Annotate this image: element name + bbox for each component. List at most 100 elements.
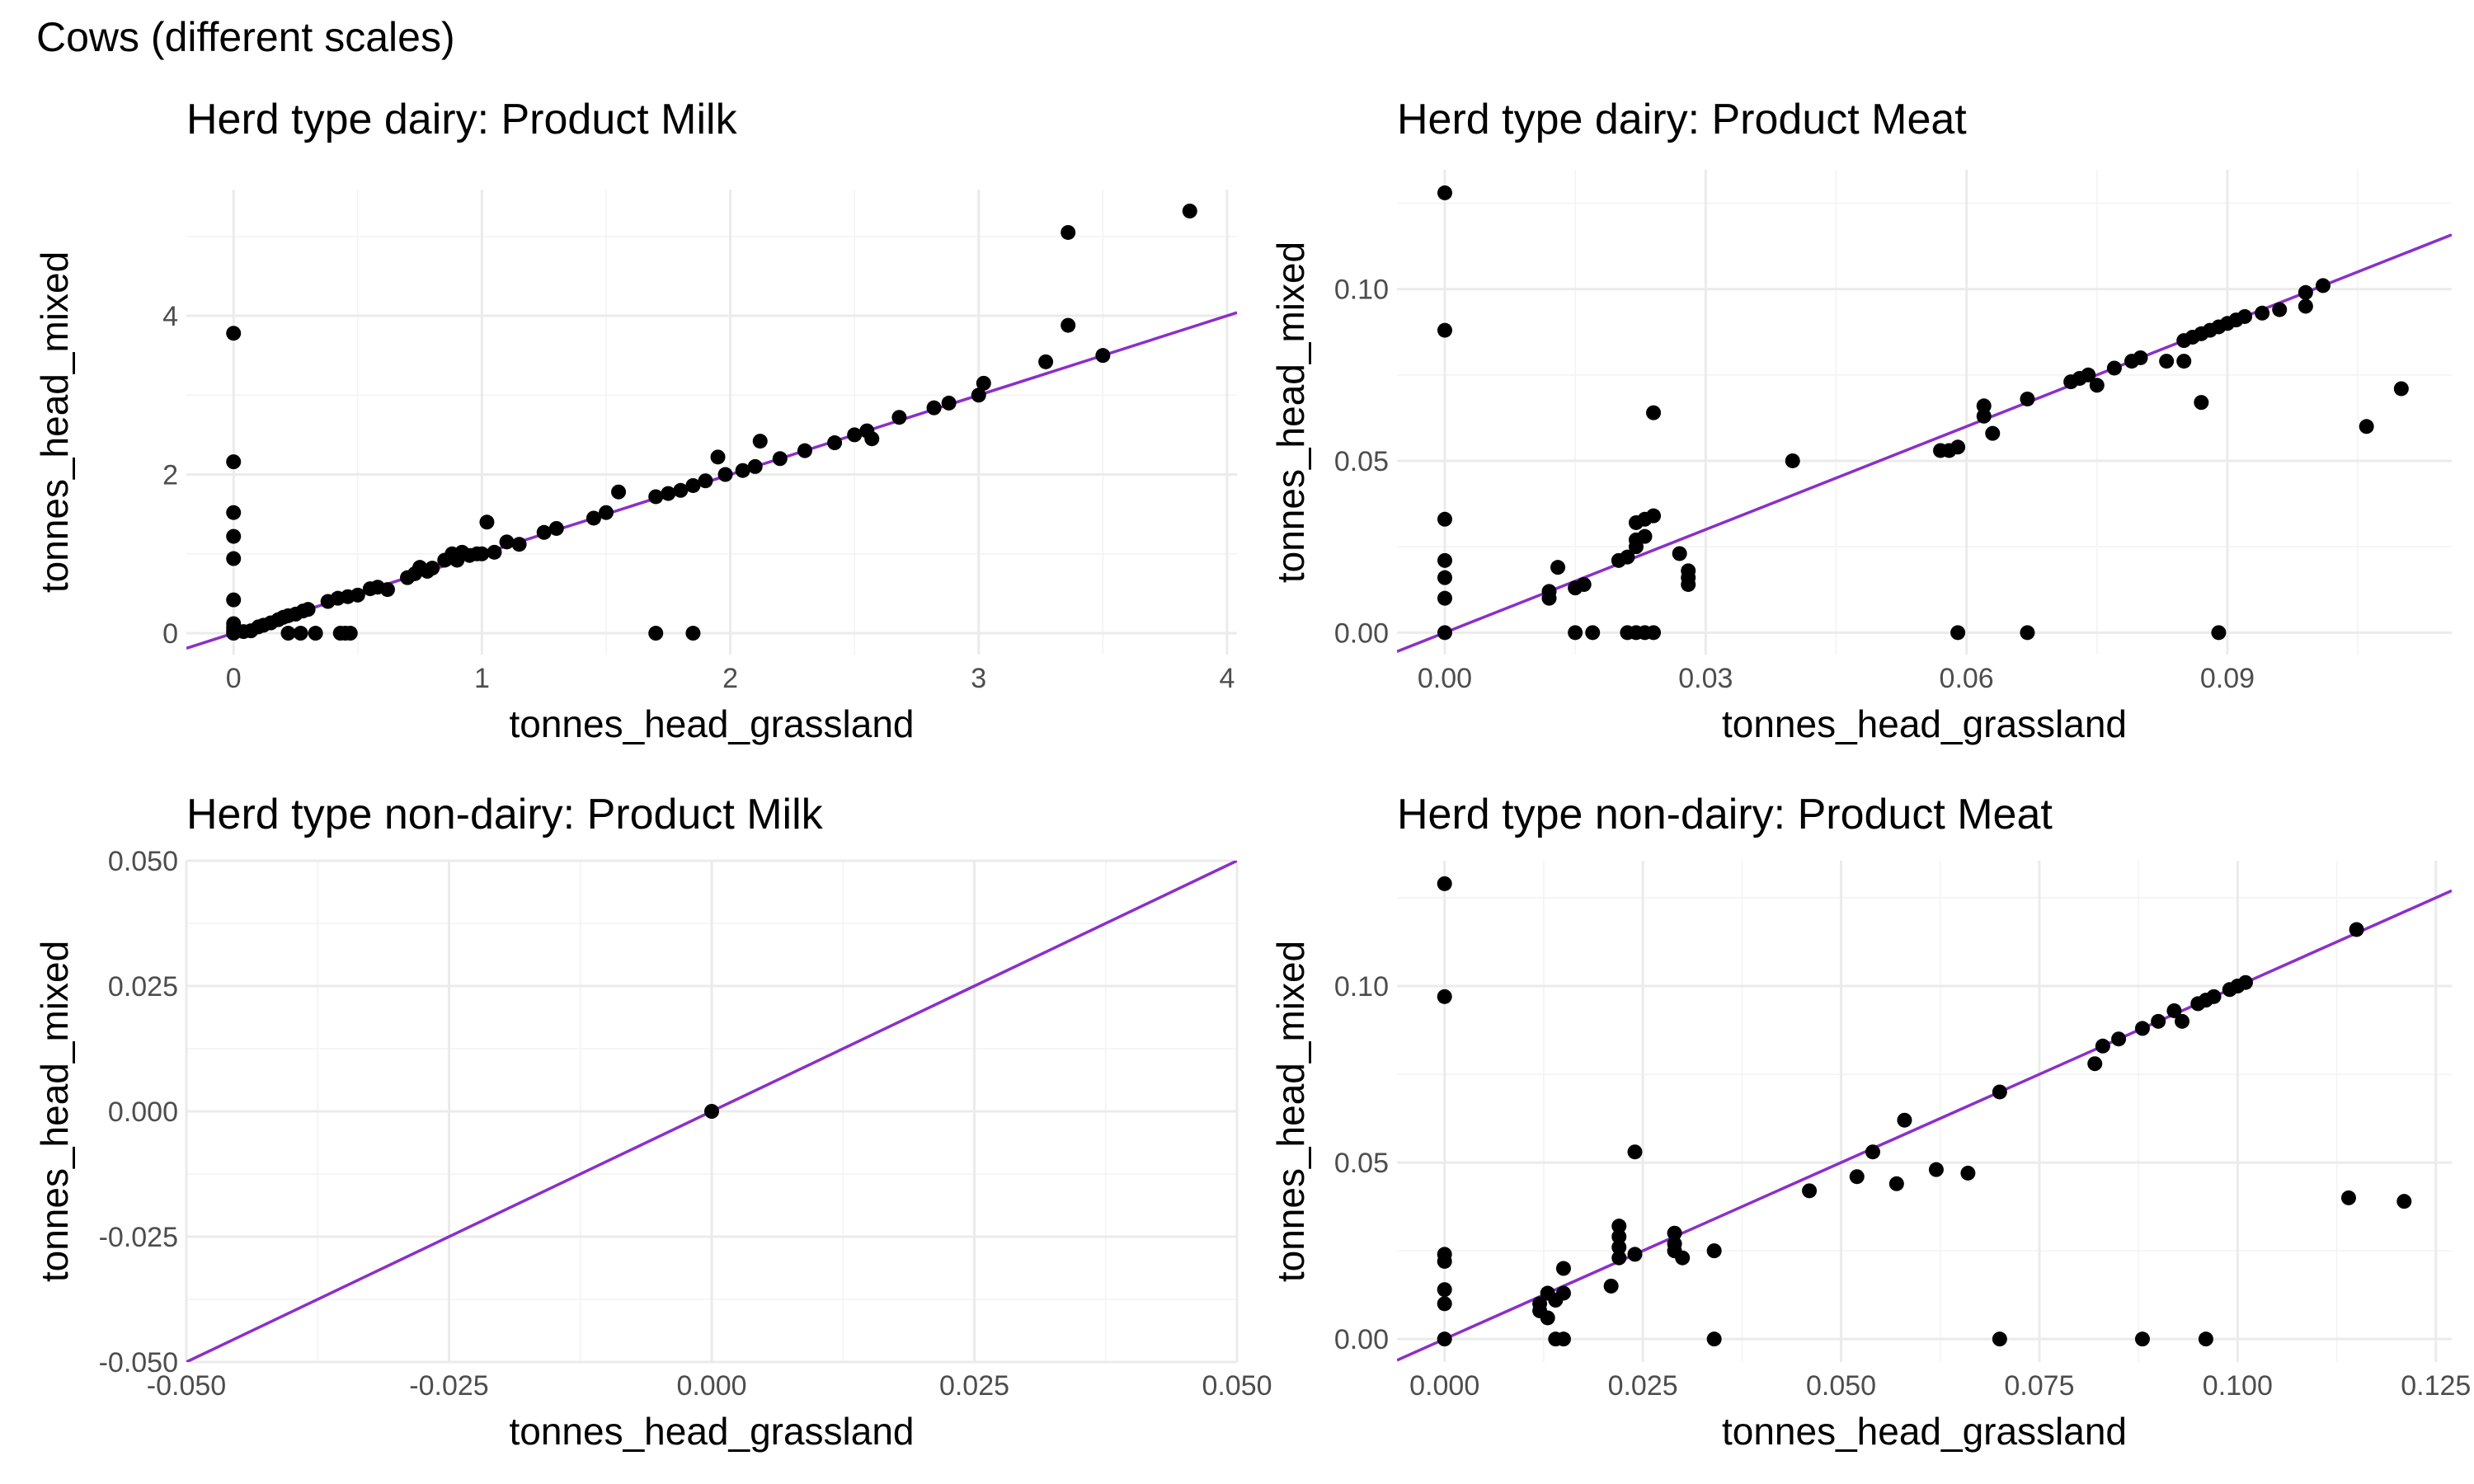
x-axis-title: tonnes_head_grassland bbox=[509, 702, 914, 745]
data-point bbox=[1611, 1219, 1627, 1234]
y-tick-label: 0.000 bbox=[108, 1097, 178, 1128]
x-tick-label: 0.09 bbox=[2200, 663, 2255, 694]
data-point bbox=[1437, 1282, 1452, 1298]
major-grid bbox=[1397, 861, 2452, 1362]
data-point bbox=[1627, 1144, 1643, 1160]
data-point bbox=[648, 626, 664, 641]
data-point bbox=[1061, 224, 1076, 240]
data-point bbox=[511, 537, 527, 552]
data-point bbox=[941, 395, 957, 411]
data-point bbox=[710, 449, 726, 465]
data-point bbox=[479, 514, 495, 530]
x-tick-label: 0.100 bbox=[2203, 1370, 2273, 1402]
data-point bbox=[2176, 354, 2192, 369]
data-point bbox=[280, 626, 296, 641]
data-point bbox=[797, 443, 812, 458]
data-point bbox=[226, 551, 242, 566]
data-point bbox=[1437, 1253, 1452, 1269]
data-point bbox=[226, 454, 242, 470]
x-tick-label: 0 bbox=[226, 663, 242, 694]
data-point bbox=[1637, 528, 1653, 544]
data-point bbox=[2166, 1003, 2182, 1018]
minor-grid bbox=[1397, 861, 2452, 1362]
y-tick-label: -0.050 bbox=[99, 1347, 178, 1378]
data-point bbox=[1706, 1243, 1722, 1259]
data-point bbox=[1897, 1112, 1912, 1128]
y-tick-label: 0.00 bbox=[1334, 1324, 1389, 1355]
data-point bbox=[226, 592, 242, 608]
x-tick-label: -0.025 bbox=[409, 1370, 488, 1402]
data-point bbox=[1437, 185, 1452, 200]
data-point bbox=[1620, 549, 1635, 565]
data-point bbox=[1611, 1229, 1627, 1244]
x-tick-label: 0.050 bbox=[1202, 1370, 1272, 1402]
data-point bbox=[1849, 1169, 1865, 1185]
data-point bbox=[1667, 1225, 1682, 1241]
data-point bbox=[1785, 453, 1800, 468]
data-point bbox=[1437, 1296, 1452, 1312]
data-point bbox=[1950, 439, 1966, 455]
panel-nondairy-milk: -0.050 -0.025 0.000 0.025 0.050 -0.050 -0.025 0… bbox=[33, 791, 1272, 1453]
data-point bbox=[1437, 876, 1452, 891]
data-point bbox=[704, 1104, 719, 1119]
data-point bbox=[1437, 552, 1452, 568]
x-axis-title: tonnes_head_grassland bbox=[509, 1410, 914, 1453]
data-point bbox=[735, 463, 750, 478]
data-point bbox=[2211, 625, 2227, 641]
data-point bbox=[487, 544, 502, 560]
data-point bbox=[1437, 511, 1452, 527]
figure-title: Cows (different scales) bbox=[36, 14, 455, 60]
data-point bbox=[1888, 1176, 1904, 1191]
data-point bbox=[2020, 625, 2035, 641]
data-point bbox=[2020, 391, 2035, 406]
data-point bbox=[226, 505, 242, 520]
data-point bbox=[2087, 1056, 2103, 1072]
data-point bbox=[717, 467, 733, 482]
data-point bbox=[1540, 1310, 1555, 1326]
data-point bbox=[2315, 278, 2331, 294]
data-point bbox=[1576, 576, 1592, 592]
data-point bbox=[2175, 1013, 2190, 1029]
data-point bbox=[891, 410, 907, 425]
panel-dairy-milk: 0 1 2 3 4 0 2 4 Herd type dairy: Product Milk ton… bbox=[33, 96, 1237, 745]
data-point bbox=[598, 505, 614, 520]
data-point bbox=[1681, 576, 1696, 592]
points bbox=[226, 203, 1197, 641]
data-point bbox=[2349, 922, 2364, 937]
data-point bbox=[2095, 1038, 2110, 1054]
points bbox=[704, 1104, 719, 1119]
data-point bbox=[1550, 560, 1566, 575]
x-tick-label: -0.050 bbox=[147, 1370, 226, 1402]
data-point bbox=[1061, 317, 1076, 333]
data-point bbox=[1992, 1084, 2007, 1100]
data-point bbox=[661, 486, 676, 501]
data-point bbox=[1568, 625, 1583, 641]
y-tick-label: -0.025 bbox=[99, 1222, 178, 1253]
data-point bbox=[926, 400, 942, 416]
data-point bbox=[342, 626, 358, 641]
data-point bbox=[1928, 1162, 1944, 1177]
panel-title: Herd type dairy: Product Milk bbox=[186, 96, 738, 143]
data-point bbox=[2133, 350, 2148, 365]
points bbox=[1437, 876, 2412, 1347]
data-point bbox=[2111, 1031, 2127, 1047]
data-point bbox=[1555, 1285, 1571, 1301]
data-point bbox=[772, 451, 788, 467]
x-tick-label: 0.06 bbox=[1940, 663, 1994, 694]
data-point bbox=[1437, 322, 1452, 338]
data-point bbox=[2359, 419, 2374, 434]
data-point bbox=[548, 520, 564, 536]
data-point bbox=[2159, 354, 2175, 369]
panel-dairy-meat: 0.00 0.03 0.06 0.09 0.00 0.05 0.10 Herd type da… bbox=[1269, 96, 2452, 745]
y-axis-title: tonnes_head_mixed bbox=[1269, 242, 1312, 583]
data-point bbox=[1675, 1250, 1691, 1266]
y-tick-label: 0.00 bbox=[1334, 618, 1389, 649]
data-point bbox=[379, 582, 395, 598]
data-point bbox=[1976, 398, 1992, 414]
x-tick-label: 2 bbox=[722, 663, 738, 694]
panels: 0 1 2 3 4 0 2 4 Herd type dairy: Product Milk ton… bbox=[33, 96, 2471, 1453]
data-point bbox=[611, 484, 627, 500]
data-point bbox=[864, 431, 880, 447]
data-point bbox=[1802, 1183, 1818, 1199]
